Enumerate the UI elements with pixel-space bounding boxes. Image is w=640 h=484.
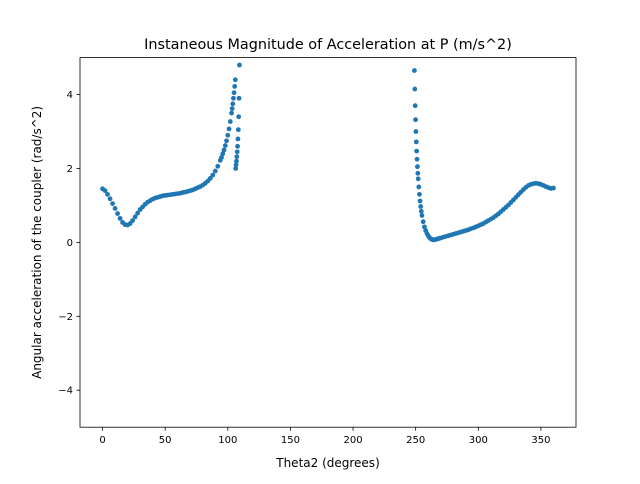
y-tick-label: 2 <box>67 164 73 175</box>
data-point <box>414 148 420 154</box>
y-tick-label: −2 <box>58 312 73 323</box>
data-point <box>215 163 221 169</box>
data-point <box>415 164 420 170</box>
data-point <box>420 219 426 225</box>
data-point <box>413 129 419 134</box>
data-point <box>132 214 138 220</box>
data-point <box>231 90 237 96</box>
data-point <box>230 101 236 107</box>
data-point <box>417 198 423 204</box>
data-point <box>416 184 422 190</box>
y-tick-label: 4 <box>67 90 73 101</box>
data-point <box>414 156 420 162</box>
data-point <box>232 77 238 83</box>
data-point <box>236 114 242 120</box>
data-point <box>417 191 422 197</box>
y-axis-ticks: −4 −2 0 2 4 <box>58 90 80 397</box>
data-point <box>418 204 424 209</box>
data-point <box>110 201 115 206</box>
x-axis-label: Theta2 (degrees) <box>275 456 380 470</box>
data-point <box>227 119 233 124</box>
data-point <box>231 95 236 101</box>
data-point <box>232 84 238 89</box>
data-point <box>412 68 417 73</box>
data-point <box>112 205 118 211</box>
data-point <box>229 110 234 116</box>
data-point <box>237 62 242 68</box>
data-point <box>235 136 241 142</box>
y-tick-label: 0 <box>67 238 73 249</box>
data-point <box>422 224 427 230</box>
data-point <box>235 143 240 149</box>
data-point <box>210 172 216 178</box>
x-tick-label: 0 <box>99 435 105 446</box>
x-tick-label: 250 <box>406 435 425 446</box>
data-point <box>207 176 213 181</box>
y-tick-label: −4 <box>58 386 73 397</box>
data-point <box>412 86 418 92</box>
data-point <box>234 149 240 155</box>
data-point <box>224 138 229 144</box>
axes-frame <box>79 57 577 428</box>
data-point <box>219 154 224 160</box>
data-point <box>135 210 141 216</box>
y-axis-label: Angular acceleration of the coupler (rad… <box>30 106 44 379</box>
data-point <box>234 154 240 160</box>
data-point <box>115 211 120 216</box>
data-point <box>102 188 108 194</box>
data-point <box>222 143 228 148</box>
data-point <box>419 213 425 218</box>
chart-title: Instaneous Magnitude of Acceleration at … <box>144 37 512 53</box>
data-point <box>234 158 239 164</box>
x-tick-label: 100 <box>218 435 237 446</box>
data-point <box>229 106 235 112</box>
data-point <box>233 162 239 168</box>
data-point <box>418 208 424 214</box>
data-points <box>100 62 556 243</box>
data-point <box>117 215 123 221</box>
data-point <box>235 127 241 133</box>
x-axis-ticks: 0 50 100 150 200 250 300 350 <box>99 427 550 446</box>
data-point <box>236 95 242 101</box>
data-point <box>415 176 421 182</box>
data-point <box>413 117 418 123</box>
data-point <box>415 170 421 176</box>
data-point <box>233 166 239 171</box>
data-point <box>221 147 227 153</box>
data-point <box>551 185 556 191</box>
data-point <box>130 218 136 223</box>
x-tick-label: 150 <box>281 435 300 446</box>
x-tick-label: 200 <box>344 435 363 446</box>
data-point <box>220 151 226 157</box>
x-tick-label: 300 <box>469 435 488 446</box>
data-point <box>226 126 232 132</box>
data-point <box>412 103 418 109</box>
data-point <box>105 191 110 197</box>
data-point <box>212 168 218 174</box>
data-point <box>225 132 231 138</box>
data-point <box>413 139 419 145</box>
x-tick-label: 50 <box>159 435 172 446</box>
data-point <box>107 196 113 202</box>
x-tick-label: 350 <box>531 435 550 446</box>
